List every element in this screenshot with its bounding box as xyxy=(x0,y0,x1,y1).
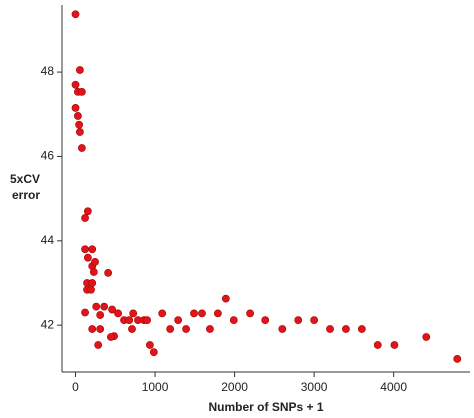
point xyxy=(81,308,89,317)
point xyxy=(182,325,190,333)
point xyxy=(145,341,154,349)
point xyxy=(104,268,113,277)
point xyxy=(71,104,80,112)
point xyxy=(125,316,134,325)
point xyxy=(91,257,99,266)
point xyxy=(96,325,105,333)
point xyxy=(77,87,86,96)
point xyxy=(342,325,350,333)
point xyxy=(198,309,206,318)
point xyxy=(246,309,254,318)
point xyxy=(108,305,117,314)
point xyxy=(94,341,103,349)
x-tick-label: 2000 xyxy=(221,380,248,394)
point xyxy=(422,333,431,341)
point xyxy=(128,325,136,333)
point xyxy=(229,316,238,325)
point xyxy=(75,120,83,129)
point xyxy=(373,341,382,349)
point xyxy=(453,355,462,363)
point xyxy=(190,309,198,318)
x-axis-label: Number of SNPs + 1 xyxy=(208,400,323,414)
point xyxy=(81,245,89,254)
point xyxy=(87,285,95,294)
point xyxy=(206,325,214,333)
y-axis-label: 5xCV xyxy=(10,172,40,186)
point xyxy=(357,325,366,333)
point xyxy=(100,302,109,311)
y-axis-label: error xyxy=(12,188,40,202)
point xyxy=(71,80,80,89)
point xyxy=(71,10,80,19)
point xyxy=(158,309,167,318)
point xyxy=(221,294,230,303)
y-tick-label: 42 xyxy=(41,317,55,331)
y-tick-label: 44 xyxy=(41,233,55,247)
point xyxy=(310,316,319,325)
point xyxy=(88,325,97,333)
point xyxy=(174,316,183,325)
point xyxy=(88,245,97,254)
point xyxy=(96,311,105,319)
point xyxy=(166,325,175,333)
point xyxy=(278,325,287,333)
x-tick-label: 3000 xyxy=(301,380,328,394)
x-tick-label: 0 xyxy=(72,380,79,394)
point xyxy=(107,333,115,341)
point xyxy=(326,325,334,333)
point xyxy=(294,316,303,325)
point xyxy=(74,112,82,120)
point xyxy=(75,66,84,74)
point xyxy=(83,207,92,216)
point xyxy=(89,268,98,276)
x-tick-label: 1000 xyxy=(142,380,169,394)
point xyxy=(114,309,122,318)
y-tick-label: 46 xyxy=(41,149,55,163)
point xyxy=(143,316,151,325)
point xyxy=(261,316,270,325)
point xyxy=(92,302,101,311)
point xyxy=(81,214,89,222)
point xyxy=(75,128,84,136)
point xyxy=(390,341,399,349)
point xyxy=(88,279,97,287)
y-tick-label: 48 xyxy=(41,64,55,78)
point xyxy=(149,348,158,357)
point xyxy=(83,253,92,262)
point xyxy=(129,309,138,318)
point xyxy=(77,144,86,152)
x-tick-label: 4000 xyxy=(380,380,407,394)
point xyxy=(213,309,222,318)
